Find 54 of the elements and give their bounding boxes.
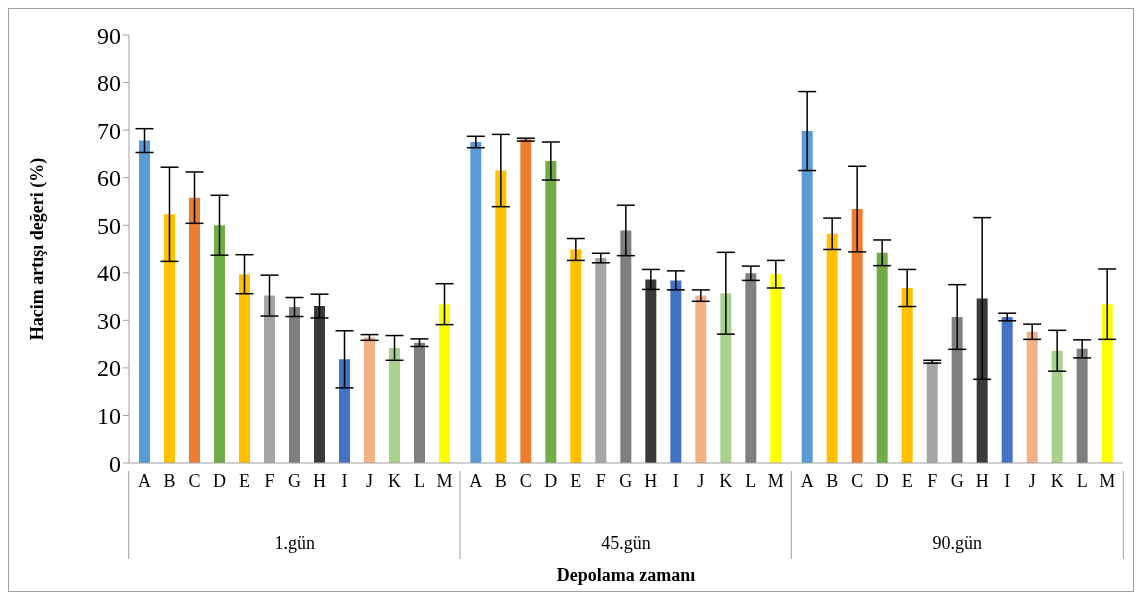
text: J: [1028, 471, 1036, 491]
text: M: [436, 471, 453, 491]
text: A: [800, 471, 814, 491]
series-label: E: [239, 471, 250, 491]
y-tick-label: 30: [97, 307, 121, 334]
text: E: [570, 471, 582, 491]
text: D: [875, 471, 889, 491]
y-tick-label: 0: [109, 450, 121, 477]
y-tick-label: 40: [97, 260, 121, 287]
text: M: [1099, 471, 1116, 491]
text: I: [1004, 471, 1011, 491]
series-label: K: [388, 471, 401, 491]
x-axis-title: Depolama zamanı: [556, 565, 696, 585]
series-label: A: [138, 471, 151, 491]
y-tick-label: 90: [97, 22, 121, 49]
text: K: [719, 471, 733, 491]
text: F: [595, 471, 606, 491]
y-tick-label: 20: [97, 355, 121, 382]
series-label: F: [264, 471, 275, 491]
y-tick-label: 10: [97, 402, 121, 429]
text: I: [672, 471, 679, 491]
text: C: [851, 471, 864, 491]
series-label: I: [341, 471, 348, 491]
series-label: L: [414, 471, 425, 491]
x-tick-label: 1.gün: [274, 533, 315, 553]
text: F: [927, 471, 938, 491]
series-label: J: [365, 471, 374, 491]
text: B: [826, 471, 839, 491]
y-tick-label: 60: [97, 165, 121, 192]
series-label: H: [313, 471, 326, 491]
series-label: B: [494, 471, 507, 491]
text: G: [619, 471, 633, 491]
text: J: [697, 471, 705, 491]
text: C: [188, 471, 201, 491]
text: B: [163, 471, 176, 491]
y-tick-label: 80: [97, 70, 121, 97]
text: L: [1076, 471, 1088, 491]
y-axis-title: Hacim artışı değeri (%): [27, 157, 49, 341]
y-tick-label: 70: [97, 117, 121, 144]
text: D: [544, 471, 558, 491]
text: H: [644, 471, 658, 491]
series-label: D: [213, 471, 226, 491]
x-tick-label: 90.gün: [932, 533, 983, 553]
text: K: [1050, 471, 1064, 491]
text: L: [745, 471, 757, 491]
series-label: M: [767, 471, 784, 491]
text: E: [901, 471, 913, 491]
series-label: G: [288, 471, 301, 491]
series-label: C: [519, 471, 532, 491]
y-tick-label: 50: [97, 212, 121, 239]
text: G: [950, 471, 964, 491]
text: A: [469, 471, 483, 491]
text: H: [975, 471, 989, 491]
x-tick-label: 45.gün: [601, 533, 651, 553]
